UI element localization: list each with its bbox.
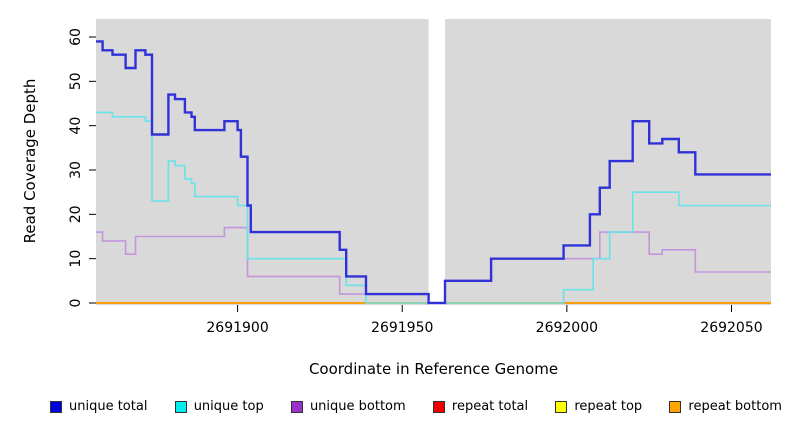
x-tick-label: 2691950 [371, 320, 433, 336]
legend-swatch-icon [174, 400, 187, 413]
y-tick-label: 40 [68, 117, 84, 135]
x-axis-title: Coordinate in Reference Genome [308, 360, 559, 378]
legend-label: repeat bottom [688, 399, 782, 414]
legend-label: repeat top [574, 399, 643, 414]
y-tick-label: 30 [68, 161, 84, 179]
legend-label: unique bottom [309, 399, 406, 414]
legend-label: unique total [69, 399, 148, 414]
legend-swatch-icon [290, 400, 303, 413]
legend-swatch-icon [432, 400, 445, 413]
legend-item-unique-total: unique total [50, 399, 147, 414]
y-tick-label: 60 [68, 28, 84, 46]
legend: unique total unique top unique bottom repea… [50, 399, 782, 414]
y-tick-label: 50 [68, 72, 84, 90]
y-tick-label: 20 [68, 205, 84, 223]
x-tick-label: 2691900 [206, 320, 268, 336]
legend-item-unique-bottom: unique bottom [290, 399, 406, 414]
legend-label: unique top [193, 399, 264, 414]
legend-item-repeat-bottom: repeat bottom [669, 399, 782, 414]
x-tick-label: 2692000 [536, 320, 598, 336]
legend-swatch-icon [555, 400, 568, 413]
x-tick-label: 2692050 [700, 320, 762, 336]
series-unique-total [96, 40, 771, 305]
legend-item-unique-top: unique top [174, 399, 264, 414]
legend-label: repeat total [451, 399, 529, 414]
legend-item-repeat-top: repeat top [555, 399, 642, 414]
masked-gap-region [428, 19, 446, 305]
series-unique-top [96, 111, 771, 304]
legend-item-repeat-total: repeat total [432, 399, 529, 414]
legend-swatch-icon [669, 400, 682, 413]
y-tick-label: 10 [68, 250, 84, 268]
legend-swatch-icon [50, 400, 62, 413]
y-tick-label: 0 [68, 299, 84, 308]
